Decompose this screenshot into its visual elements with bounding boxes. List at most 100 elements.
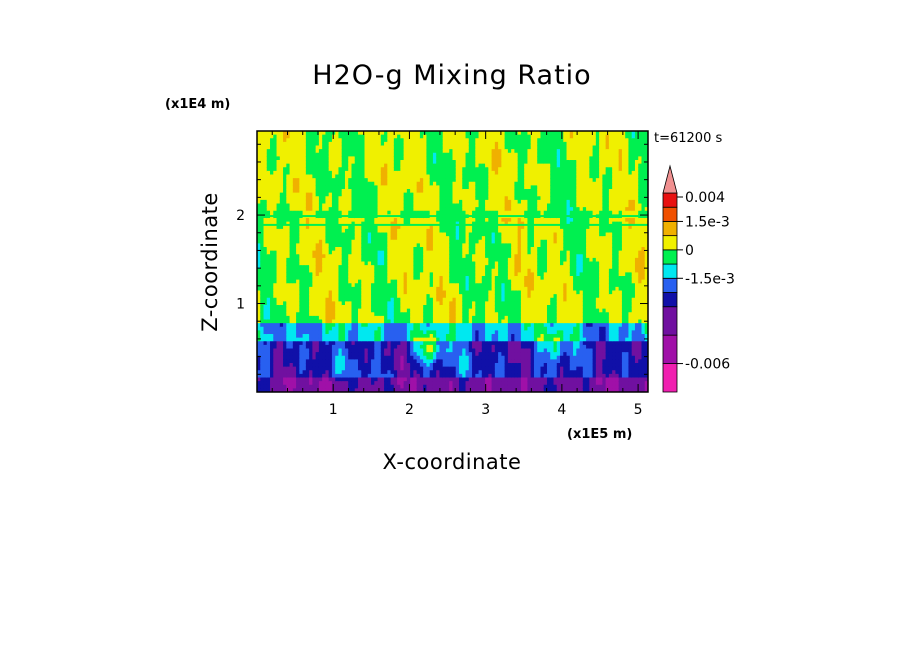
field-cell bbox=[279, 326, 284, 331]
field-cell bbox=[289, 377, 294, 382]
field-cell bbox=[273, 134, 278, 139]
field-cell bbox=[302, 185, 307, 190]
field-cell bbox=[266, 207, 271, 212]
field-cell bbox=[263, 319, 268, 324]
field-cell bbox=[309, 160, 313, 165]
field-cell bbox=[299, 156, 304, 161]
field-cell bbox=[276, 254, 281, 259]
field-cell bbox=[279, 388, 284, 392]
field-cell bbox=[296, 243, 300, 248]
field-cell bbox=[283, 185, 287, 190]
field-cell bbox=[309, 330, 313, 335]
field-cell bbox=[257, 138, 261, 143]
field-cell bbox=[257, 341, 261, 346]
field-cell bbox=[283, 199, 287, 205]
field-cell bbox=[257, 221, 261, 226]
field-cell bbox=[299, 352, 304, 357]
field-cell bbox=[286, 323, 291, 328]
field-cell bbox=[276, 181, 281, 186]
field-cell bbox=[309, 301, 313, 306]
field-cell bbox=[270, 181, 274, 186]
field-cell bbox=[289, 170, 294, 176]
field-cell bbox=[263, 141, 268, 147]
field-cell bbox=[257, 276, 261, 281]
field-cell bbox=[276, 326, 281, 331]
field-cell bbox=[283, 178, 287, 183]
field-cell bbox=[286, 131, 291, 136]
field-cell bbox=[273, 156, 278, 161]
field-cell bbox=[299, 225, 304, 230]
field-cell bbox=[292, 272, 297, 277]
field-cell bbox=[270, 344, 274, 350]
field-cell bbox=[289, 178, 294, 183]
field-cell bbox=[286, 181, 291, 186]
field-cell bbox=[289, 160, 294, 165]
field-cell bbox=[302, 326, 307, 331]
field-cell bbox=[279, 160, 284, 165]
field-cell bbox=[305, 344, 310, 350]
field-cell bbox=[299, 323, 304, 328]
field-cell bbox=[296, 199, 300, 205]
field-cell bbox=[273, 239, 278, 244]
field-cell bbox=[263, 218, 268, 223]
field-cell bbox=[263, 170, 268, 176]
field-cell bbox=[270, 377, 274, 382]
field-cell bbox=[299, 348, 304, 353]
field-cell bbox=[279, 247, 284, 252]
field-cell bbox=[289, 149, 294, 154]
field-cell bbox=[257, 290, 261, 295]
field-cell bbox=[260, 160, 265, 165]
field-cell bbox=[296, 286, 300, 292]
field-cell bbox=[276, 294, 281, 299]
field-cell bbox=[283, 276, 287, 281]
field-cell bbox=[289, 283, 294, 288]
field-cell bbox=[257, 170, 261, 176]
field-cell bbox=[270, 341, 274, 346]
field-cell bbox=[302, 265, 307, 270]
field-cell bbox=[302, 232, 307, 237]
field-cell bbox=[260, 210, 265, 215]
field-cell bbox=[263, 174, 268, 179]
field-cell bbox=[270, 203, 274, 208]
field-cell bbox=[257, 297, 261, 302]
field-cell bbox=[270, 163, 274, 168]
field-cell bbox=[266, 301, 271, 306]
field-cell bbox=[283, 330, 287, 335]
field-cell bbox=[257, 384, 261, 389]
field-cell bbox=[302, 250, 307, 255]
field-cell bbox=[292, 210, 297, 215]
field-cell bbox=[263, 134, 268, 139]
field-cell bbox=[279, 344, 284, 350]
field-cell bbox=[299, 181, 304, 186]
field-cell bbox=[309, 254, 313, 259]
field-cell bbox=[289, 323, 294, 328]
field-cell bbox=[257, 326, 261, 331]
field-cell bbox=[292, 156, 297, 161]
field-cell bbox=[305, 370, 310, 375]
field-cell bbox=[302, 272, 307, 277]
field-cell bbox=[266, 236, 271, 241]
field-cell bbox=[286, 199, 291, 205]
field-cell bbox=[292, 221, 297, 226]
field-cell bbox=[257, 261, 261, 266]
field-cell bbox=[299, 131, 304, 136]
field-cell bbox=[296, 239, 300, 244]
field-cell bbox=[299, 294, 304, 299]
field-cell bbox=[286, 254, 291, 259]
field-cell bbox=[276, 341, 281, 346]
field-cell bbox=[257, 388, 261, 392]
field-cell bbox=[279, 141, 284, 147]
field-cell bbox=[286, 301, 291, 306]
field-cell bbox=[302, 131, 307, 136]
field-cell bbox=[260, 341, 265, 346]
field-cell bbox=[292, 218, 297, 223]
field-cell bbox=[299, 236, 304, 241]
field-cell bbox=[289, 344, 294, 350]
field-cell bbox=[273, 192, 278, 197]
field-cell bbox=[279, 261, 284, 266]
field-cell bbox=[270, 366, 274, 371]
field-cell bbox=[305, 279, 310, 284]
field-cell bbox=[257, 323, 261, 328]
field-cell bbox=[292, 257, 297, 263]
